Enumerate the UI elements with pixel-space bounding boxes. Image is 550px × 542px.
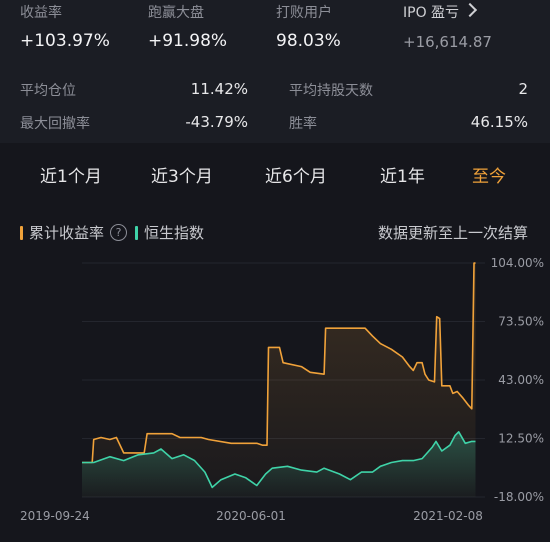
period-tabs: 近1个月 近3个月 近6个月 近1年 至今 bbox=[0, 143, 550, 203]
series-area-hsi bbox=[82, 431, 476, 497]
outperform-value: +91.98% bbox=[148, 31, 228, 51]
chevron-right-icon bbox=[462, 2, 478, 18]
max-drawdown-label: 最大回撤率 bbox=[20, 116, 90, 132]
y-tick-label: 104.00% bbox=[491, 256, 544, 270]
series-line-hsi bbox=[82, 431, 476, 489]
chart-svg: 104.00% 73.50% 43.00% 12.50% -18.00% 2019-09-… bbox=[20, 256, 544, 523]
ipo-pnl-link[interactable]: IPO 盈亏 bbox=[403, 2, 478, 22]
return-rate-label: 收益率 bbox=[20, 5, 62, 21]
avg-hold-days-value: 2 bbox=[518, 80, 528, 98]
tab-1-year[interactable]: 近1年 bbox=[380, 167, 425, 187]
y-tick-label: 43.00% bbox=[498, 373, 544, 387]
x-tick-label: 2019-09-24 bbox=[20, 509, 90, 523]
avg-hold-days-label: 平均持股天数 bbox=[289, 83, 373, 99]
beat-users-value: 98.03% bbox=[276, 31, 341, 51]
y-tick-label: 73.50% bbox=[498, 315, 544, 329]
outperform-label: 跑赢大盘 bbox=[148, 5, 204, 21]
legend-label-cumulative-return: 累计收益率 bbox=[29, 224, 105, 242]
y-tick-label: -18.00% bbox=[494, 490, 544, 504]
help-icon[interactable]: ? bbox=[110, 224, 128, 241]
avg-position-label: 平均仓位 bbox=[20, 83, 76, 99]
tab-1-month[interactable]: 近1个月 bbox=[40, 167, 102, 187]
max-drawdown-value: -43.79% bbox=[185, 113, 248, 131]
series-line-cumulative-return bbox=[82, 262, 476, 464]
x-tick-label: 2021-02-08 bbox=[413, 509, 483, 523]
tab-6-months[interactable]: 近6个月 bbox=[265, 167, 327, 187]
ipo-pnl-label: IPO 盈亏 bbox=[403, 5, 460, 21]
legend-cumulative-return: 累计收益率 ? 恒生指数 bbox=[20, 222, 204, 243]
series-color-swatch bbox=[135, 225, 139, 240]
update-note: 数据更新至上一次结算 bbox=[377, 224, 528, 242]
ipo-pnl-value: +16,614.87 bbox=[403, 33, 492, 51]
legend-label-hsi: 恒生指数 bbox=[144, 224, 205, 242]
stats-panel: 收益率 +103.97% 跑赢大盘 +91.98% 打败用户 98.03% IP… bbox=[0, 0, 550, 143]
tab-3-months[interactable]: 近3个月 bbox=[151, 167, 213, 187]
series-color-swatch bbox=[20, 225, 23, 240]
avg-position-value: 11.42% bbox=[190, 80, 248, 98]
series-area-cumulative-return bbox=[82, 263, 476, 497]
beat-users-label: 打败用户 bbox=[276, 5, 332, 21]
return-chart: 104.00% 73.50% 43.00% 12.50% -18.00% 2019-09-… bbox=[0, 254, 550, 538]
win-rate-value: 46.15% bbox=[470, 113, 528, 131]
win-rate-label: 胜率 bbox=[289, 116, 317, 132]
return-rate-value: +103.97% bbox=[20, 31, 110, 51]
chart-legend: 累计收益率 ? 恒生指数 数据更新至上一次结算 bbox=[0, 210, 550, 254]
tab-to-date[interactable]: 至今 bbox=[472, 167, 506, 187]
y-tick-label: 12.50% bbox=[498, 432, 544, 446]
x-tick-label: 2020-06-01 bbox=[216, 509, 286, 523]
